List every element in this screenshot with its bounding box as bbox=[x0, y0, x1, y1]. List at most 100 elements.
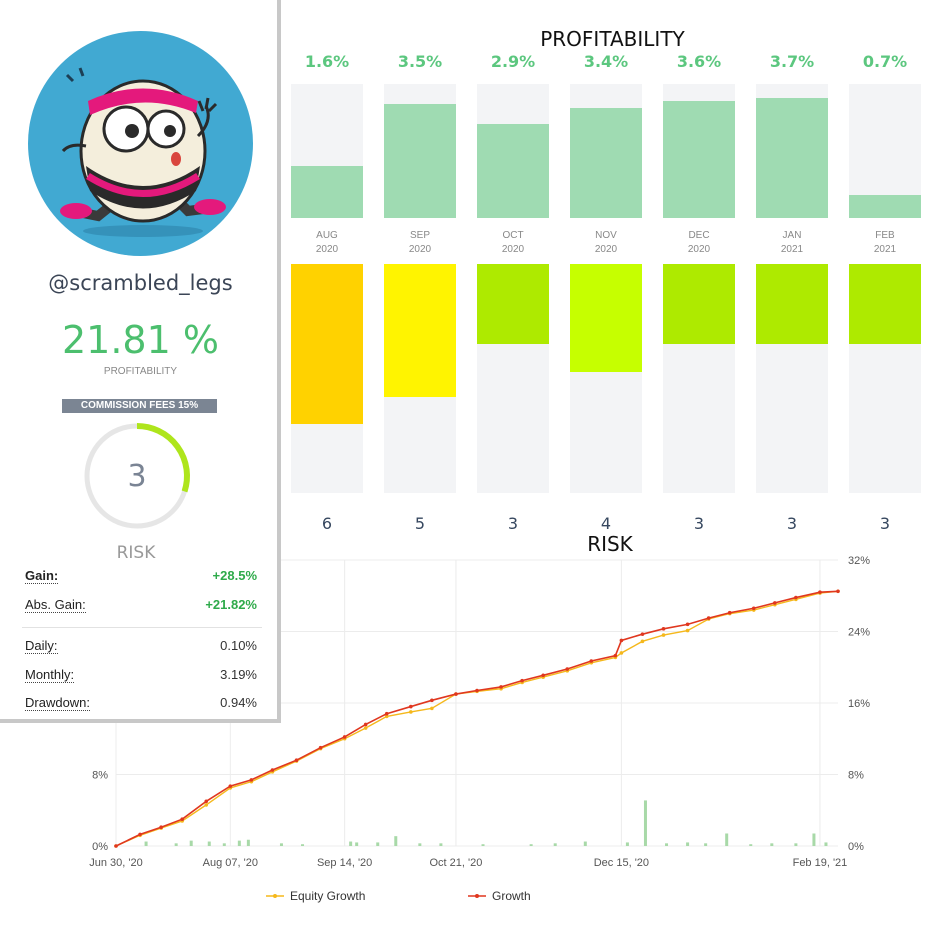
month-profit-bar[interactable] bbox=[756, 84, 828, 218]
month-risk-score: 6 bbox=[321, 514, 333, 533]
volume-bar bbox=[189, 840, 193, 846]
profitability-value: 21.81 % bbox=[62, 318, 219, 362]
volume-bar bbox=[376, 842, 380, 846]
risk-gauge-arc bbox=[136, 423, 190, 493]
stat-label[interactable]: Daily: bbox=[25, 638, 58, 654]
stat-value: 0.94% bbox=[220, 695, 257, 710]
series-point bbox=[294, 758, 299, 762]
month-risk-bar-fill bbox=[291, 264, 363, 424]
series-line-growth bbox=[115, 590, 839, 847]
volume-bar bbox=[749, 844, 753, 846]
month-profit-bar-fill bbox=[570, 108, 642, 218]
stat-label[interactable]: Drawdown: bbox=[25, 695, 91, 711]
month-name: OCT bbox=[502, 230, 524, 241]
avatar[interactable] bbox=[28, 31, 253, 256]
series-point bbox=[794, 595, 798, 600]
series-point bbox=[114, 844, 118, 848]
month-year: 2020 bbox=[315, 244, 339, 255]
month-profit-bar-fill bbox=[477, 124, 549, 218]
y-axis-right-tick: 8% bbox=[848, 770, 864, 782]
y-axis-right-tick: 24% bbox=[848, 627, 870, 639]
month-profit-bar[interactable] bbox=[477, 84, 549, 218]
month-name: AUG bbox=[316, 230, 338, 241]
month-profit-bar[interactable] bbox=[663, 84, 735, 218]
stat-label[interactable]: Abs. Gain: bbox=[25, 597, 86, 613]
month-profit-bar-fill bbox=[663, 101, 735, 218]
series-point bbox=[751, 606, 756, 611]
month-risk-bar-fill bbox=[384, 264, 456, 397]
volume-bar bbox=[529, 844, 533, 846]
month-year: 2020 bbox=[687, 244, 711, 255]
month-year: 2020 bbox=[594, 244, 618, 255]
series-point bbox=[661, 633, 666, 637]
month-year: 2021 bbox=[780, 244, 804, 255]
month-name: NOV bbox=[595, 230, 617, 241]
volume-bar bbox=[279, 843, 283, 846]
volume-bar bbox=[553, 843, 557, 846]
series-point bbox=[430, 698, 434, 703]
volume-bar bbox=[583, 841, 587, 846]
x-axis-tick: Feb 19, '21 bbox=[793, 857, 848, 869]
month-risk-score: 3 bbox=[786, 514, 798, 533]
month-risk-score: 3 bbox=[507, 514, 519, 533]
stat-value: +21.82% bbox=[205, 597, 257, 612]
month-profit-bar[interactable] bbox=[570, 84, 642, 218]
month-name: FEB bbox=[875, 230, 895, 241]
risk-gauge: 3 bbox=[84, 423, 190, 529]
series-point bbox=[685, 628, 690, 633]
month-risk-bar-fill bbox=[849, 264, 921, 344]
stat-label[interactable]: Gain: bbox=[25, 568, 59, 584]
month-profit-bar[interactable] bbox=[384, 84, 456, 218]
series-point bbox=[475, 688, 479, 693]
growth-chart: 0% 8% 16% 24% 32% 0% 8% Jun 30, '20 Aug 07, '20 S… bbox=[89, 555, 870, 903]
username[interactable]: @scrambled_legs bbox=[48, 271, 233, 295]
month-risk-bar[interactable] bbox=[477, 264, 549, 493]
month-profit-pct: 0.7% bbox=[862, 52, 908, 71]
month-year: 2021 bbox=[873, 244, 897, 255]
month-label: JAN 2021 bbox=[756, 229, 828, 257]
legend-growth[interactable]: Growth bbox=[492, 889, 531, 903]
series-point bbox=[159, 825, 163, 830]
month-profit-pct: 3.6% bbox=[676, 52, 722, 71]
series-point bbox=[613, 653, 618, 658]
month-risk-bar[interactable] bbox=[570, 264, 642, 493]
x-axis-tick: Sep 14, '20 bbox=[317, 857, 372, 869]
stat-label[interactable]: Monthly: bbox=[25, 667, 75, 683]
series-point bbox=[565, 667, 570, 671]
volume-bar bbox=[824, 842, 828, 846]
volume-bar bbox=[222, 843, 226, 846]
stat-value: 3.19% bbox=[220, 667, 257, 682]
month-profit-bar[interactable] bbox=[849, 84, 921, 218]
stat-value: +28.5% bbox=[212, 568, 257, 583]
volume-bar bbox=[174, 843, 178, 846]
series-point bbox=[706, 616, 711, 620]
series-point bbox=[318, 745, 323, 750]
month-risk-bar[interactable] bbox=[756, 264, 828, 493]
y-axis-right-tick: 16% bbox=[848, 698, 870, 710]
series-point bbox=[818, 590, 822, 594]
legend-equity-growth[interactable]: Equity Growth bbox=[290, 889, 365, 903]
volume-bar bbox=[665, 843, 669, 846]
series-point bbox=[661, 627, 666, 631]
profitability-title: PROFITABILITY bbox=[540, 27, 685, 51]
month-risk-bar[interactable] bbox=[663, 264, 735, 493]
series-point bbox=[619, 638, 624, 643]
series-line-equity-growth bbox=[115, 590, 839, 847]
month-risk-bar[interactable] bbox=[384, 264, 456, 493]
series-point bbox=[454, 692, 458, 696]
series-point bbox=[204, 803, 209, 807]
series-point bbox=[138, 832, 142, 837]
volume-bar bbox=[439, 843, 443, 846]
series-point bbox=[363, 726, 368, 730]
month-profit-bar[interactable] bbox=[291, 84, 363, 218]
series-point bbox=[619, 651, 624, 655]
risk-gauge-value: 3 bbox=[127, 459, 146, 494]
volume-bar bbox=[355, 842, 359, 846]
month-label: AUG 2020 bbox=[291, 229, 363, 257]
stat-value: 0.10% bbox=[220, 638, 257, 653]
month-profit-bar-fill bbox=[291, 166, 363, 218]
series-point bbox=[228, 784, 233, 788]
month-label: DEC 2020 bbox=[663, 229, 735, 257]
month-risk-bar[interactable] bbox=[291, 264, 363, 493]
month-risk-bar[interactable] bbox=[849, 264, 921, 493]
